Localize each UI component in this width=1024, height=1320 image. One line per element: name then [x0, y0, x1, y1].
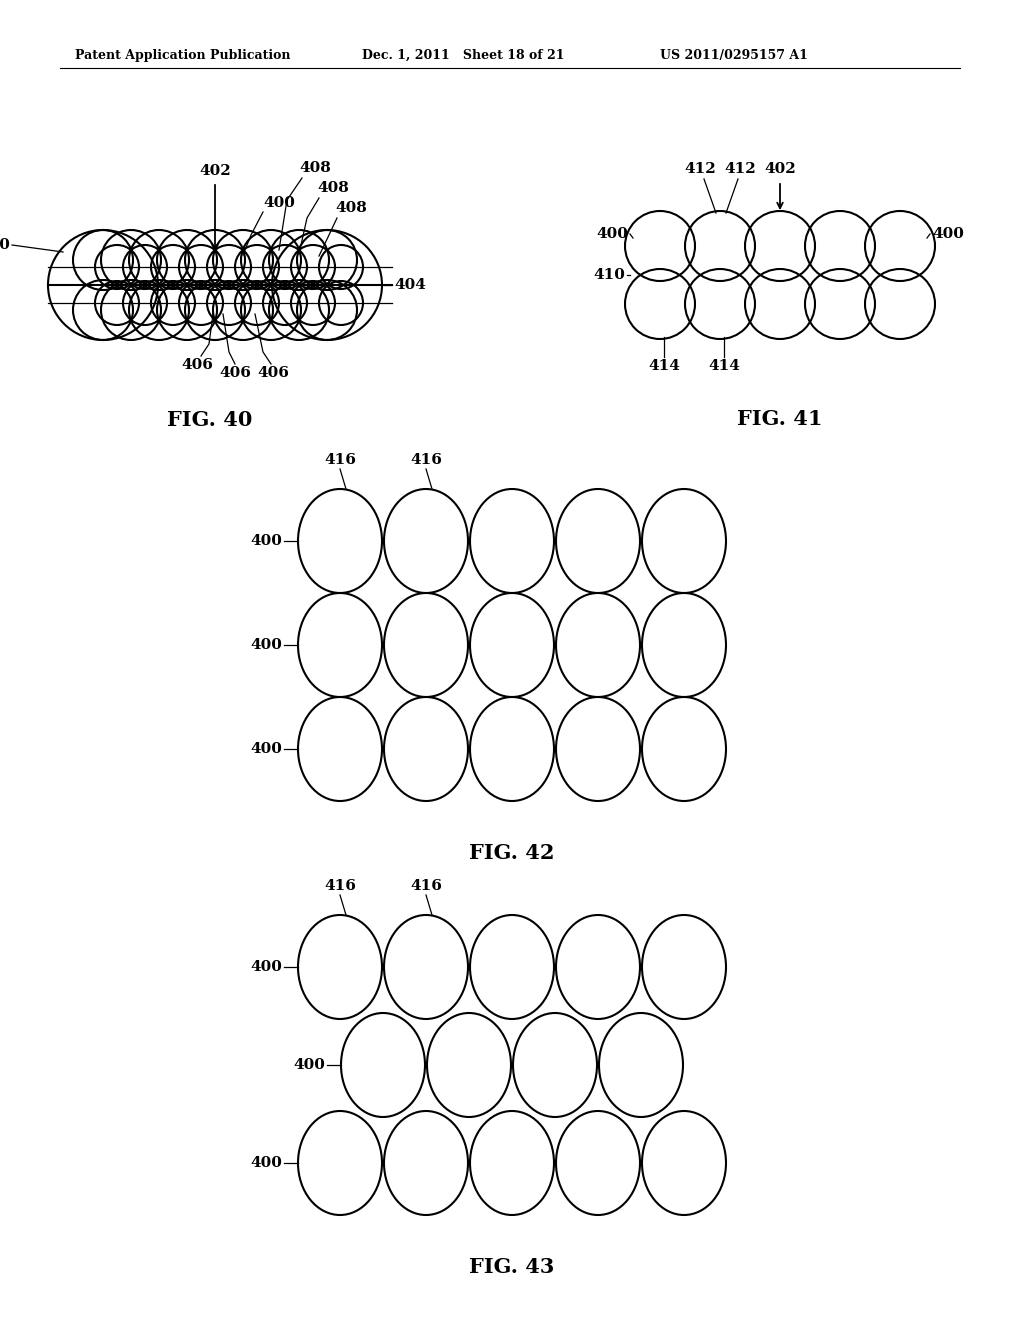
Text: 400: 400: [250, 742, 282, 756]
Text: 402: 402: [199, 164, 230, 178]
Text: 416: 416: [410, 879, 442, 894]
Text: 416: 416: [324, 453, 356, 467]
Text: 400: 400: [250, 535, 282, 548]
Text: Dec. 1, 2011   Sheet 18 of 21: Dec. 1, 2011 Sheet 18 of 21: [362, 49, 564, 62]
Text: 412: 412: [724, 162, 756, 176]
Text: Patent Application Publication: Patent Application Publication: [75, 49, 291, 62]
Text: 402: 402: [764, 162, 796, 176]
Text: 400: 400: [932, 227, 964, 242]
Text: 410: 410: [593, 268, 625, 282]
Text: FIG. 41: FIG. 41: [737, 409, 822, 429]
Text: 400: 400: [263, 195, 295, 210]
Text: 406: 406: [219, 366, 251, 380]
Text: 416: 416: [410, 453, 442, 467]
Text: FIG. 40: FIG. 40: [167, 411, 253, 430]
Text: 412: 412: [684, 162, 716, 176]
Text: 400: 400: [250, 960, 282, 974]
Text: 400: 400: [0, 238, 10, 252]
Text: 408: 408: [317, 181, 349, 195]
Text: 406: 406: [181, 358, 213, 372]
Text: 416: 416: [324, 879, 356, 894]
Text: 400: 400: [596, 227, 628, 242]
Text: FIG. 43: FIG. 43: [469, 1257, 555, 1276]
Text: FIG. 42: FIG. 42: [469, 843, 555, 863]
Text: 400: 400: [250, 1156, 282, 1170]
Text: 404: 404: [394, 279, 426, 292]
Text: US 2011/0295157 A1: US 2011/0295157 A1: [660, 49, 808, 62]
Text: 400: 400: [250, 638, 282, 652]
Text: 414: 414: [708, 359, 740, 374]
Text: 408: 408: [335, 201, 367, 215]
Text: 406: 406: [257, 366, 289, 380]
Text: 400: 400: [293, 1059, 325, 1072]
Text: 414: 414: [648, 359, 680, 374]
Text: 408: 408: [299, 161, 331, 176]
